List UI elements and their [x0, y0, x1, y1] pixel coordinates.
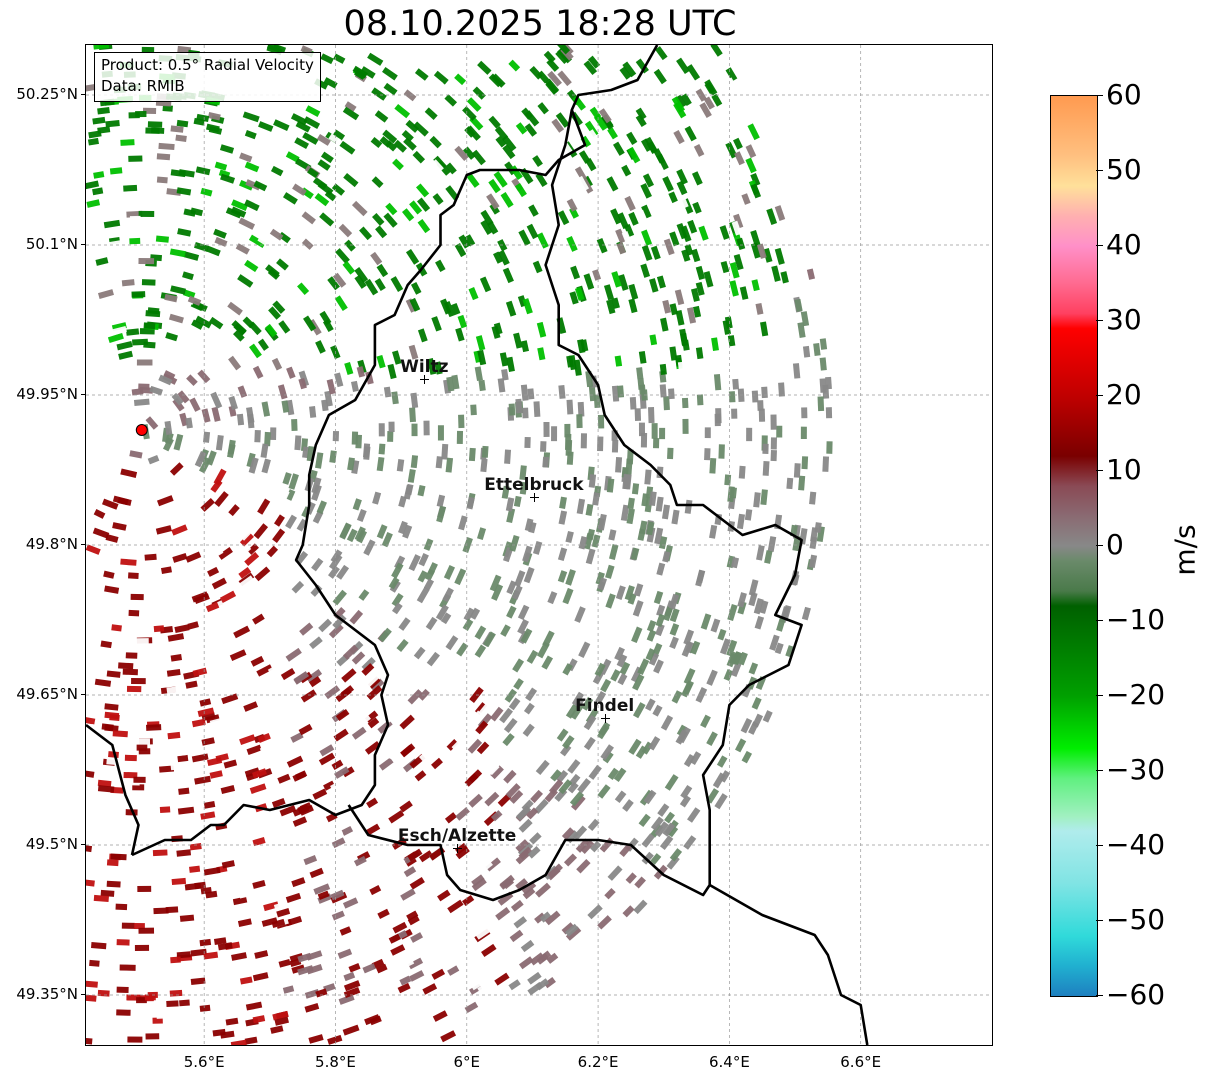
city-marker — [529, 493, 539, 502]
colorbar-unit-label: m/s — [1168, 524, 1202, 576]
colorbar-tick: −30 — [1095, 753, 1166, 786]
city-marker — [452, 844, 462, 853]
colorbar — [1050, 95, 1098, 997]
lon-tick-label: 5.6°E — [183, 1053, 225, 1071]
city-label: Findel — [575, 696, 635, 716]
velocity-echo-layer — [86, 45, 833, 1045]
colorbar-tick: −60 — [1095, 978, 1166, 1011]
lat-tick-label: 49.95°N — [0, 385, 86, 403]
radar-map[interactable] — [86, 45, 992, 1045]
product-label: Product: 0.5° Radial Velocity — [101, 56, 314, 74]
colorbar-tick: −40 — [1095, 828, 1166, 861]
colorbar-gradient — [1051, 96, 1097, 996]
colorbar-tick: 40 — [1096, 228, 1142, 261]
product-info-box: Product: 0.5° Radial Velocity Data: RMIB — [94, 52, 321, 102]
lon-tick-label: 6.6°E — [840, 1053, 882, 1071]
colorbar-tick: −50 — [1095, 903, 1166, 936]
lat-tick-label: 49.5°N — [0, 835, 86, 853]
city-marker — [420, 375, 430, 384]
colorbar-tick: −10 — [1095, 603, 1166, 636]
colorbar-tick: 10 — [1096, 453, 1142, 486]
lat-tick-label: 49.65°N — [0, 685, 86, 703]
colorbar-tick: 50 — [1096, 153, 1142, 186]
city-label: Wiltz — [400, 357, 449, 377]
radar-map-canvas — [86, 45, 992, 1045]
lon-tick-label: 5.8°E — [315, 1053, 356, 1071]
lon-tick-label: 6.4°E — [708, 1053, 750, 1071]
city-marker — [600, 714, 610, 723]
lat-tick-label: 49.35°N — [0, 985, 86, 1003]
map-title: 08.10.2025 18:28 UTC — [343, 4, 737, 44]
colorbar-tick: 60 — [1096, 78, 1142, 111]
data-source-label: Data: RMIB — [101, 77, 185, 95]
country-borders — [86, 45, 869, 1045]
city-label: Esch/Alzette — [397, 826, 517, 846]
lat-tick-label: 49.8°N — [0, 535, 86, 553]
city-label: Ettelbruck — [484, 475, 584, 495]
lon-tick-label: 6°E — [453, 1053, 481, 1071]
radar-site-marker — [135, 424, 148, 436]
colorbar-tick: 0 — [1096, 528, 1124, 561]
lat-tick-label: 50.1°N — [0, 235, 86, 253]
graticule-grid — [86, 45, 992, 1045]
lat-tick-label: 50.25°N — [0, 85, 86, 103]
lon-tick-label: 6.2°E — [577, 1053, 619, 1071]
colorbar-unit: m/s — [1165, 524, 1205, 575]
colorbar-tick: 30 — [1096, 303, 1142, 336]
colorbar-tick: −20 — [1095, 678, 1166, 711]
radar-site-layer — [135, 424, 148, 436]
colorbar-tick: 20 — [1096, 378, 1142, 411]
